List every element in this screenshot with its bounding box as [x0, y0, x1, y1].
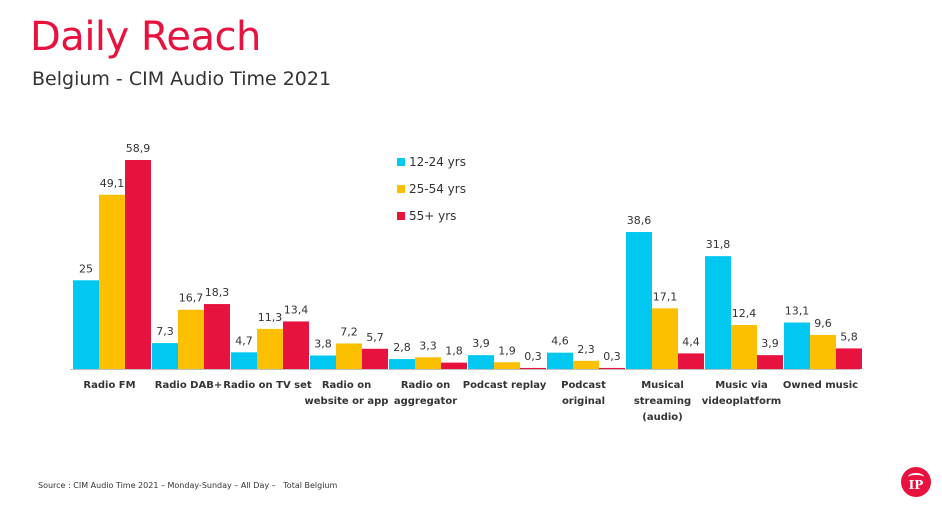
data-label: 4,6: [551, 335, 569, 348]
data-label: 17,1: [653, 290, 678, 303]
category-label: Musical: [641, 380, 684, 391]
data-label: 7,2: [340, 325, 358, 338]
data-label: 11,3: [258, 311, 283, 324]
bar-12-24-yrs: [389, 359, 415, 369]
data-label: 0,3: [603, 350, 621, 363]
data-label: 3,3: [419, 339, 437, 352]
data-label: 16,7: [179, 292, 204, 305]
data-label: 49,1: [100, 177, 125, 190]
bar-12-24-yrs: [626, 232, 652, 369]
data-label: 25: [79, 262, 93, 275]
data-label: 18,3: [205, 286, 230, 299]
data-label: 7,3: [156, 325, 174, 338]
bar-25-54-yrs: [810, 334, 836, 369]
category-label: Music via: [715, 380, 768, 391]
category-label: Radio DAB+: [155, 380, 222, 391]
bar-55-yrs: [678, 353, 704, 369]
data-label: 9,6: [814, 317, 832, 330]
data-label: 38,6: [627, 214, 652, 227]
data-label: 13,4: [284, 303, 309, 316]
category-label: streaming: [634, 396, 691, 407]
bar-25-54-yrs: [652, 308, 678, 369]
bar-25-54-yrs: [731, 325, 757, 369]
legend-swatch: [397, 158, 405, 166]
data-label: 2,3: [577, 343, 595, 356]
bar-12-24-yrs: [310, 355, 336, 369]
bar-25-54-yrs: [257, 328, 283, 369]
bar-12-24-yrs: [152, 343, 178, 369]
data-label: 58,9: [126, 142, 151, 155]
category-label: Radio on TV set: [223, 380, 312, 391]
bar-12-24-yrs: [705, 256, 731, 369]
data-label: 3,9: [761, 337, 779, 350]
bar-25-54-yrs: [415, 357, 441, 369]
category-label: Podcast: [561, 380, 606, 391]
legend-swatch: [397, 212, 405, 220]
category-label: website or app: [305, 396, 389, 407]
bar-55-yrs: [204, 304, 230, 369]
bar-55-yrs: [362, 348, 388, 369]
data-label: 5,7: [366, 331, 384, 344]
ip-logo: IP: [901, 467, 931, 497]
category-label: (audio): [642, 412, 682, 423]
bar-55-yrs: [520, 367, 546, 369]
legend-swatch: [397, 185, 405, 193]
bar-25-54-yrs: [494, 362, 520, 369]
data-label: 3,9: [472, 337, 490, 350]
page-subtitle: Belgium - CIM Audio Time 2021: [32, 68, 332, 90]
logo-arc-icon: [908, 473, 924, 481]
bar-25-54-yrs: [573, 360, 599, 369]
category-label: Radio FM: [83, 380, 135, 391]
bar-55-yrs: [125, 160, 151, 369]
category-label: original: [562, 396, 605, 407]
bar-25-54-yrs: [178, 309, 204, 369]
data-label: 0,3: [524, 350, 542, 363]
source-note: Source : CIM Audio Time 2021 – Monday-Su…: [38, 481, 338, 490]
bar-12-24-yrs: [468, 355, 494, 369]
category-label: Podcast replay: [463, 380, 547, 391]
data-label: 12,4: [732, 307, 757, 320]
category-label: videoplatform: [702, 396, 781, 407]
category-label: Radio on: [401, 380, 450, 391]
logo-text: IP: [908, 478, 924, 492]
legend-label: 55+ yrs: [409, 209, 456, 223]
bar-25-54-yrs: [99, 194, 125, 369]
data-label: 1,8: [445, 345, 463, 358]
legend-label: 12-24 yrs: [409, 155, 466, 169]
data-label: 2,8: [393, 341, 411, 354]
data-label: 4,7: [235, 334, 253, 347]
bar-55-yrs: [599, 367, 625, 369]
category-label: Radio on: [322, 380, 371, 391]
bar-25-54-yrs: [336, 343, 362, 369]
bar-12-24-yrs: [547, 352, 573, 369]
data-label: 13,1: [785, 305, 810, 318]
legend-label: 25-54 yrs: [409, 182, 466, 196]
data-label: 4,4: [682, 335, 700, 348]
data-label: 31,8: [706, 238, 731, 251]
category-label: Owned music: [783, 380, 858, 391]
page-title: Daily Reach: [30, 14, 261, 60]
bar-55-yrs: [836, 348, 862, 369]
data-label: 5,8: [840, 330, 858, 343]
bar-55-yrs: [441, 362, 467, 369]
bar-12-24-yrs: [73, 280, 99, 369]
data-label: 3,8: [314, 338, 332, 351]
bar-55-yrs: [757, 355, 783, 369]
category-label: aggregator: [394, 396, 457, 407]
bar-12-24-yrs: [231, 352, 257, 369]
bar-55-yrs: [283, 321, 309, 369]
data-label: 1,9: [498, 344, 516, 357]
bar-12-24-yrs: [784, 322, 810, 369]
